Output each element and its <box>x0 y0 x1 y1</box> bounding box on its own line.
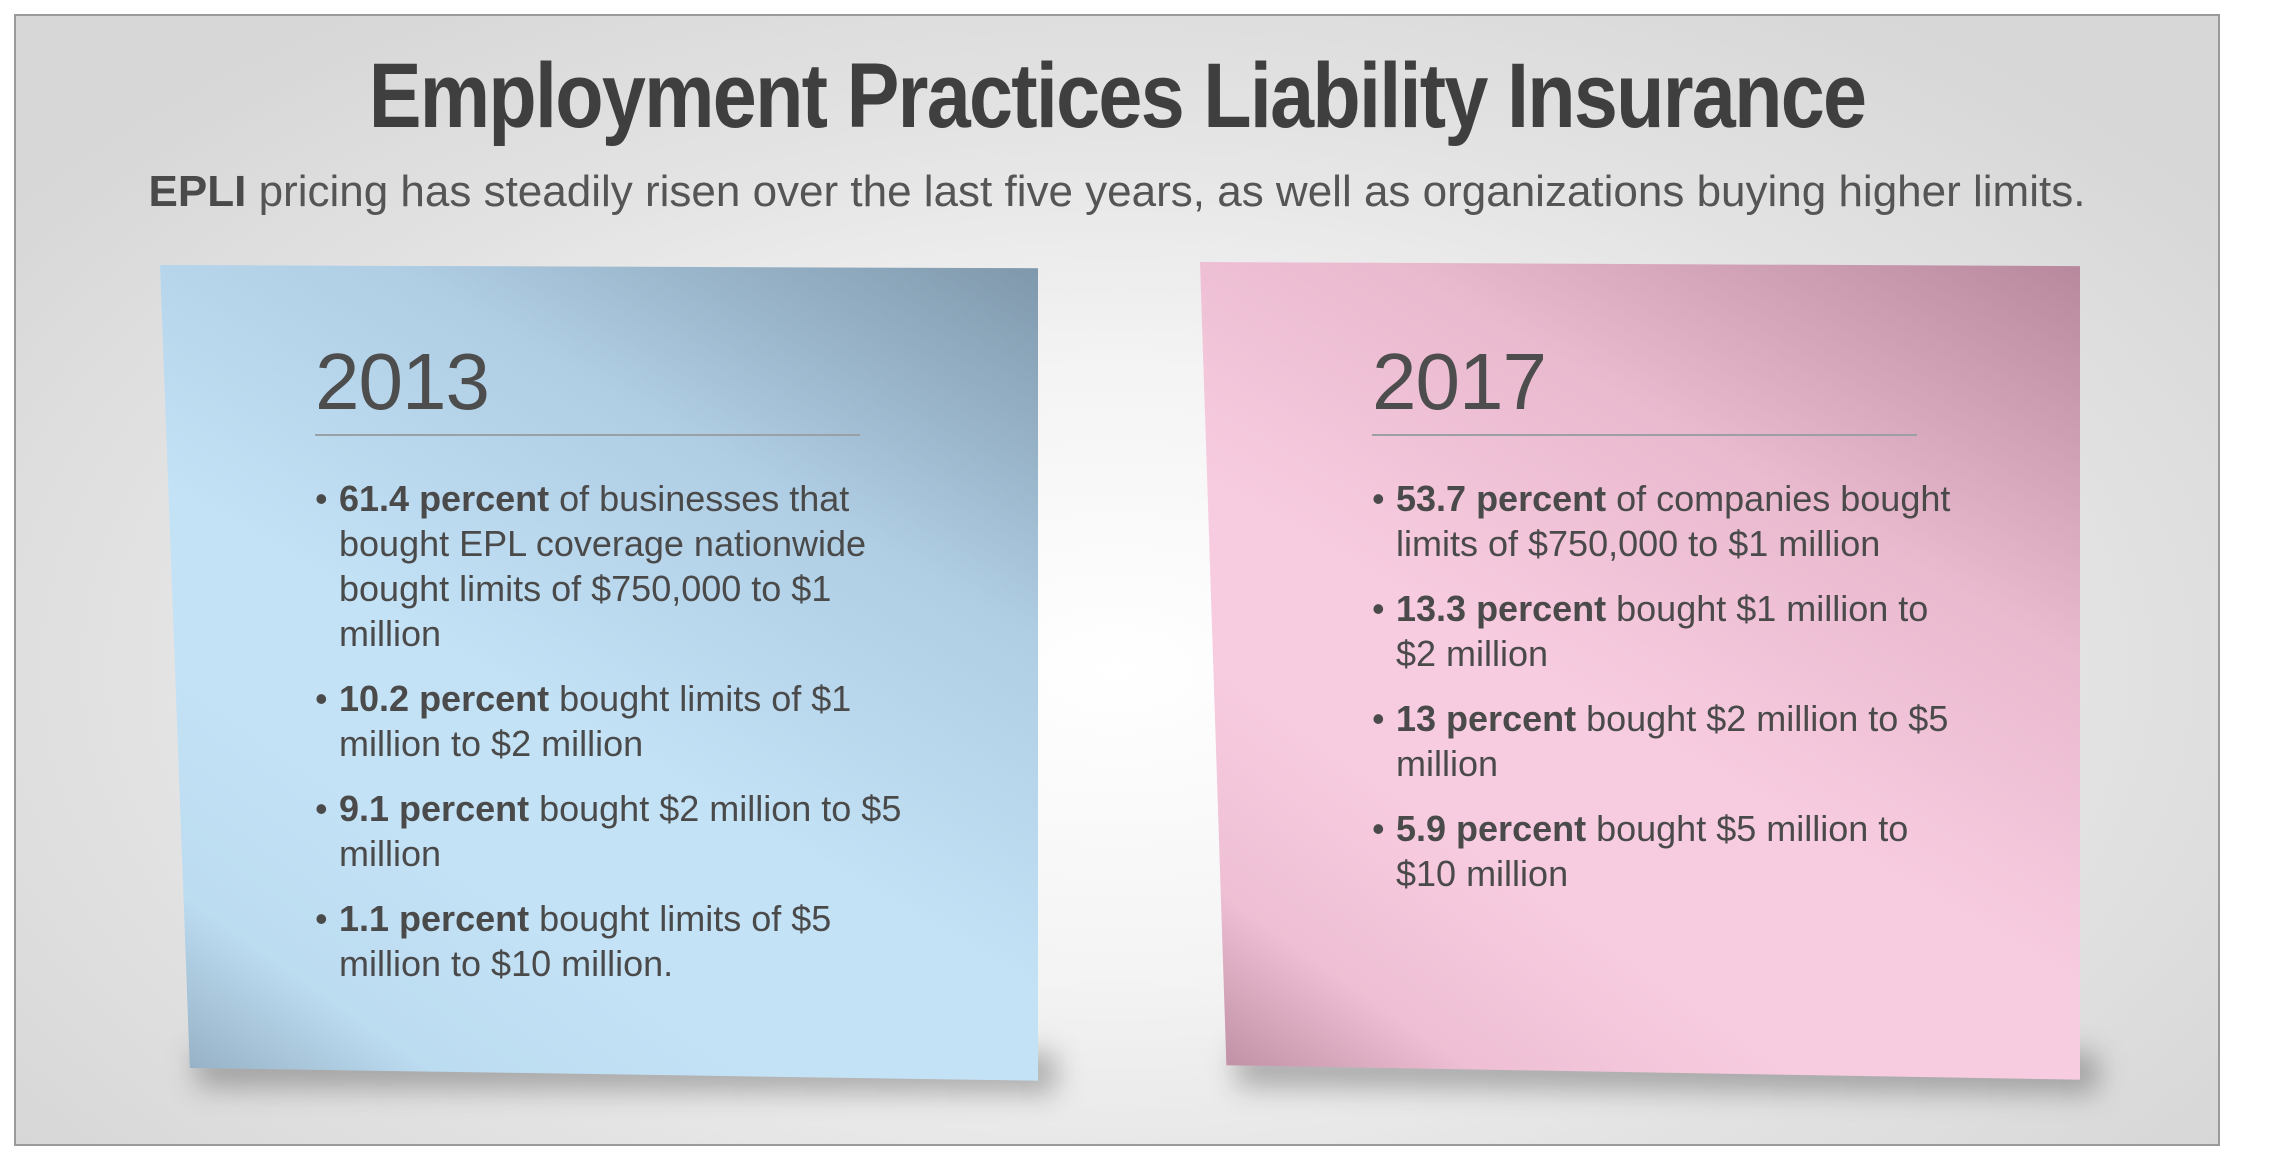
fact-text: bought $5 million to $10 million <box>1396 808 1909 894</box>
year-divider <box>315 434 860 436</box>
facts-list-2013: 61.4 percent of businesses that bought E… <box>315 476 905 986</box>
fact-item: 13.3 percent bought $1 million to $2 mil… <box>1372 586 1952 676</box>
note-2013-content: 2013 61.4 percent of businesses that bou… <box>315 340 905 1006</box>
fact-text: of companies bought limits of $750,000 t… <box>1396 478 1951 564</box>
fact-percent: 1.1 percent <box>339 898 530 939</box>
note-2017-content: 2017 53.7 percent of companies bought li… <box>1372 340 1952 916</box>
fact-item: 1.1 percent bought limits of $5 million … <box>315 896 905 986</box>
fact-percent: 13 percent <box>1396 698 1577 739</box>
fact-item: 10.2 percent bought limits of $1 million… <box>315 676 905 766</box>
fact-percent: 13.3 percent <box>1396 588 1607 629</box>
fact-text: bought $1 million to $2 million <box>1396 588 1929 674</box>
fact-text: bought $2 million to $5 million <box>1396 698 1949 784</box>
fact-percent: 9.1 percent <box>339 788 530 829</box>
page-title: Employment Practices Liability Insurance <box>368 45 1867 147</box>
fact-text: bought limits of $5 million to $10 milli… <box>339 898 832 984</box>
year-heading-2013: 2013 <box>315 337 490 426</box>
year-heading-2017: 2017 <box>1372 337 1547 426</box>
fact-item: 53.7 percent of companies bought limits … <box>1372 476 1952 566</box>
page-subtitle: EPLI pricing has steadily risen over the… <box>16 166 2218 219</box>
fact-percent: 10.2 percent <box>339 678 550 719</box>
fact-text: bought limits of $1 million to $2 millio… <box>339 678 852 764</box>
subtitle-text: pricing has steadily risen over the last… <box>246 167 2086 216</box>
fact-text: bought $2 million to $5 million <box>339 788 902 874</box>
fact-text: of businesses that bought EPL coverage n… <box>339 478 867 654</box>
fact-item: 13 percent bought $2 million to $5 milli… <box>1372 696 1952 786</box>
fact-percent: 53.7 percent <box>1396 478 1607 519</box>
fact-percent: 61.4 percent <box>339 478 550 519</box>
facts-list-2017: 53.7 percent of companies bought limits … <box>1372 476 1952 896</box>
year-divider <box>1372 434 1917 436</box>
fact-percent: 5.9 percent <box>1396 808 1587 849</box>
fact-item: 61.4 percent of businesses that bought E… <box>315 476 905 656</box>
subtitle-bold: EPLI <box>148 167 247 216</box>
fact-item: 5.9 percent bought $5 million to $10 mil… <box>1372 806 1952 896</box>
fact-item: 9.1 percent bought $2 million to $5 mill… <box>315 786 905 876</box>
